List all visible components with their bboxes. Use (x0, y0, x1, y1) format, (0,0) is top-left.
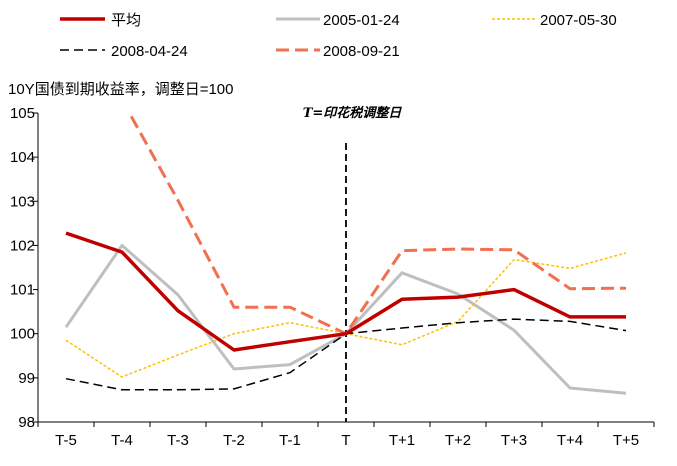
legend: 平均 2005-01-24 2007-05-30 2008-04-24 2008… (60, 12, 617, 60)
legend-label-avg: 平均 (111, 12, 141, 29)
legend-label-2005-01-24: 2005-01-24 (323, 12, 400, 29)
series-line-2008-09-21 (127, 113, 627, 336)
reference-annotation: T=印花税调整日 (303, 105, 403, 121)
x-tick-label: T+1 (389, 432, 415, 449)
legend-item-2007-05-30: 2007-05-30 (492, 12, 617, 29)
x-tick-label: T-1 (279, 432, 301, 449)
x-tick-label: T-2 (223, 432, 245, 449)
x-tick-label: T+4 (557, 432, 583, 449)
x-tick-label: T+3 (501, 432, 527, 449)
y-tick-label: 104 (10, 149, 35, 166)
legend-item-2008-09-21: 2008-09-21 (276, 43, 400, 60)
x-tick-label: T-5 (55, 432, 77, 449)
x-tick-label: T+2 (445, 432, 471, 449)
legend-label-2007-05-30: 2007-05-30 (540, 12, 617, 29)
series-line-平均 (65, 231, 626, 352)
y-tick-label: 99 (18, 370, 35, 387)
y-axis: 98 99 100 101 102 103 104 105 (10, 105, 39, 431)
x-tick-label: T-4 (111, 432, 133, 449)
legend-label-2008-09-21: 2008-09-21 (323, 43, 400, 60)
y-tick-label: 100 (10, 326, 35, 343)
x-tick-label: T+5 (613, 432, 639, 449)
legend-item-2005-01-24: 2005-01-24 (276, 12, 400, 29)
y-tick-label: 98 (18, 414, 35, 431)
y-tick-label: 101 (10, 282, 35, 299)
x-axis: T-5 T-4 T-3 T-2 T-1 T T+1 T+2 T+3 T+4 T+5 (37, 421, 655, 449)
x-tick-label: T (341, 432, 350, 449)
series-layer (64, 113, 627, 395)
legend-item-2008-04-24: 2008-04-24 (60, 43, 188, 60)
legend-item-avg: 平均 (60, 12, 141, 29)
legend-label-2008-04-24: 2008-04-24 (111, 43, 188, 60)
y-tick-label: 103 (10, 193, 35, 210)
x-tick-label: T-3 (167, 432, 189, 449)
y-tick-label: 102 (10, 237, 35, 254)
chart-title: 10Y国债到期收益率，调整日=100 (8, 81, 233, 98)
y-tick-label: 105 (10, 105, 35, 122)
